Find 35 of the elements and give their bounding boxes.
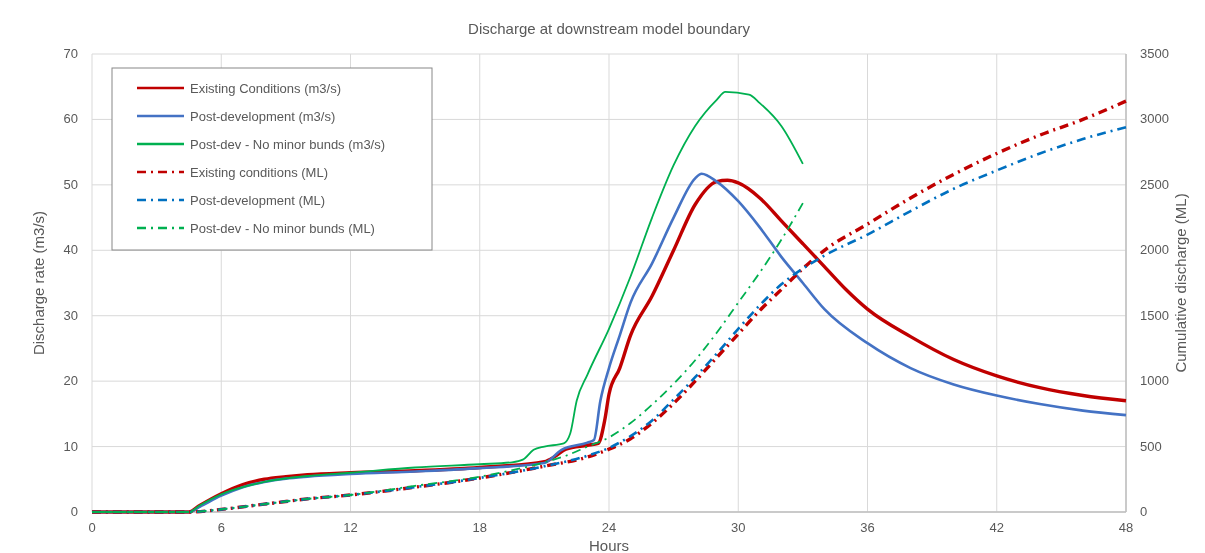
x-tick-label: 12 [343, 520, 358, 535]
y-axis-title: Discharge rate (m3/s) [30, 210, 47, 356]
y2-tick-label: 2500 [1140, 176, 1169, 192]
x-tick-label: 36 [860, 520, 875, 535]
x-tick-label: 18 [472, 520, 487, 535]
y-tick-label: 30 [63, 307, 78, 323]
legend-label: Post-dev - No minor bunds (ML) [190, 221, 375, 236]
y-tick-label: 70 [63, 46, 78, 61]
legend-label: Post-dev - No minor bunds (m3/s) [190, 137, 386, 152]
y2-tick-label: 500 [1140, 438, 1162, 454]
y-tick-label: 0 [70, 504, 78, 519]
y-tick-label: 50 [63, 176, 78, 192]
legend-label: Post-development (m3/s) [190, 109, 336, 124]
x-tick-label: 24 [601, 520, 617, 535]
y2-tick-label: 0 [1140, 504, 1148, 519]
y-tick-label: 10 [63, 438, 78, 454]
x-axis-title: Hours [588, 537, 630, 553]
y2-tick-label: 1500 [1140, 307, 1169, 323]
x-tick-label: 6 [217, 520, 225, 535]
y2-axis-title: Cumulative discharge (ML) [1172, 193, 1189, 373]
y2-tick-label: 1000 [1140, 373, 1169, 389]
y-tick-label: 40 [63, 242, 78, 258]
chart-title: Discharge at downstream model boundary [468, 20, 751, 37]
y2-tick-label: 2000 [1140, 242, 1169, 258]
y2-tick-label: 3500 [1140, 46, 1169, 61]
x-tick-label: 42 [989, 520, 1004, 535]
y-tick-label: 20 [63, 373, 78, 389]
legend-label: Existing Conditions (m3/s) [190, 81, 341, 96]
y2-tick-label: 3000 [1140, 111, 1169, 127]
x-tick-label: 48 [1118, 520, 1134, 535]
y-tick-label: 60 [63, 111, 78, 127]
legend-label: Post-development (ML) [190, 193, 326, 208]
legend-label: Existing conditions (ML) [190, 165, 328, 180]
x-tick-label: 30 [731, 520, 746, 535]
x-tick-label: 0 [88, 520, 96, 535]
